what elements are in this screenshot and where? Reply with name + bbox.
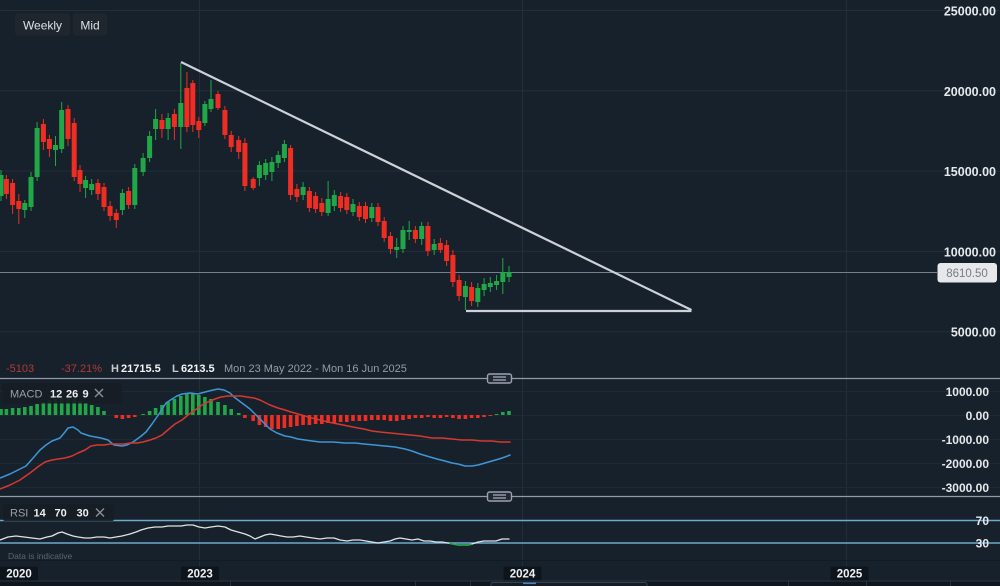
svg-text:10000.00: 10000.00	[944, 245, 996, 259]
svg-text:20000.00: 20000.00	[944, 85, 996, 99]
svg-text:-37.21%: -37.21%	[61, 363, 102, 375]
svg-text:0.00: 0.00	[966, 409, 990, 423]
svg-text:30: 30	[77, 508, 89, 520]
svg-text:21715.5: 21715.5	[121, 363, 161, 375]
svg-text:5000.00: 5000.00	[951, 326, 996, 340]
svg-text:15000.00: 15000.00	[944, 165, 996, 179]
svg-text:25000.00: 25000.00	[944, 5, 996, 19]
svg-text:Mid: Mid	[80, 19, 99, 33]
svg-text:6213.5: 6213.5	[181, 363, 215, 375]
svg-text:2020: 2020	[6, 569, 32, 581]
svg-text:30: 30	[976, 537, 990, 551]
svg-text:H: H	[111, 363, 119, 375]
svg-text:L: L	[172, 363, 179, 375]
svg-text:Data is indicative: Data is indicative	[8, 551, 73, 561]
svg-text:26: 26	[66, 389, 78, 401]
svg-text:2023: 2023	[187, 569, 213, 581]
svg-text:2024: 2024	[510, 569, 536, 581]
svg-text:8610.50: 8610.50	[946, 268, 988, 280]
svg-text:Weekly: Weekly	[23, 19, 62, 33]
svg-text:12: 12	[50, 389, 62, 401]
svg-text:-1000.00: -1000.00	[942, 433, 990, 447]
svg-text:70: 70	[976, 514, 990, 528]
svg-text:9: 9	[83, 389, 89, 401]
svg-text:-5103: -5103	[6, 363, 34, 375]
svg-text:RSI: RSI	[10, 508, 28, 520]
svg-text:Mon 23 May 2022 - Mon 16 Jun 2: Mon 23 May 2022 - Mon 16 Jun 2025	[224, 363, 407, 375]
svg-text:MACD: MACD	[10, 389, 42, 401]
svg-text:-2000.00: -2000.00	[942, 457, 990, 471]
svg-text:14: 14	[34, 508, 47, 520]
svg-text:1000.00: 1000.00	[946, 385, 990, 399]
svg-text:2025: 2025	[837, 569, 863, 581]
svg-text:-3000.00: -3000.00	[942, 481, 990, 495]
svg-text:70: 70	[55, 508, 67, 520]
